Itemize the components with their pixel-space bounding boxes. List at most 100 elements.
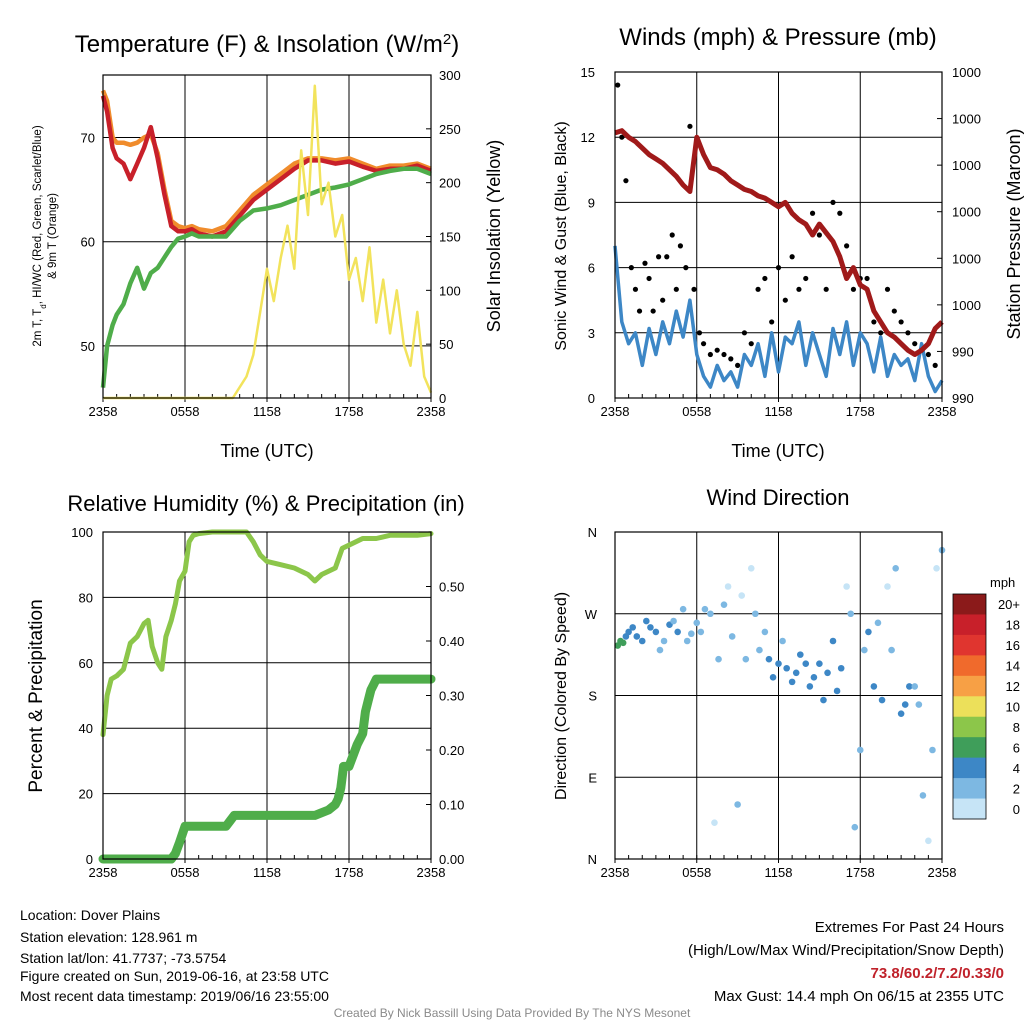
temp-series-line-3 [103,84,433,400]
colorbar-label: 16 [1006,638,1020,653]
wind-gust-point [728,356,734,362]
wind-gust-point [850,286,857,292]
rh-ytick-label: 100 [71,525,93,540]
colorbar-title: mph [990,575,1015,590]
rh-title: Relative Humidity (%) & Precipitation (i… [67,491,464,516]
wind-gust-point [741,330,748,336]
dir-point [724,583,732,590]
dir-ytick-label: N [588,525,597,540]
dir-frame [614,531,943,860]
wind-gust-point [823,286,829,292]
dir-point [643,617,650,625]
rh-y2tick-label: 0.40 [439,634,464,649]
dir-point [802,660,810,668]
dir-point [697,628,705,636]
wind-ylabel: Sonic Wind & Gust (Blue, Black) [553,121,570,350]
wind-gust-point [748,341,754,347]
rh-y2tick-label: 0.30 [439,689,464,704]
wind-y2tick-label: 990 [952,344,974,359]
wind-ytick-label: 12 [581,130,595,145]
dir-point [679,605,687,613]
extremes-subtitle: (High/Low/Max Wind/Precipitation/Snow De… [688,942,1004,959]
wind-y2tick-label: 1000 [952,298,981,313]
rh-xtick-label: 1158 [253,865,281,880]
wind-gust-point [696,330,703,336]
wind-gust-point [837,210,843,216]
colorbar-swatch [953,655,986,677]
colorbar-label: 0 [1013,802,1020,817]
temp-ylabel-line2: & 9m T (Orange) [47,193,59,279]
dir-point [711,819,718,826]
wind-y2tick-label: 1000 [952,158,981,173]
temp-xlabel: Time (UTC) [220,441,313,461]
dir-point [833,687,841,695]
dir-xtick-label: 1758 [846,865,875,880]
wind-xtick-label: 1158 [765,404,793,419]
wind-gust-point [796,286,802,292]
temp-y2tick-label: 100 [439,283,461,298]
wind-gust-point [664,254,670,260]
wind-xlabel: Time (UTC) [731,441,824,461]
colorbar-swatch [953,737,986,759]
wind-series-line-0 [613,245,944,394]
wind-gust-point [650,308,656,314]
dir-point [788,678,796,686]
colorbar-label: 18 [1006,618,1020,633]
wind-gust-point [646,275,652,282]
temp-y2label: Solar Insolation (Yellow) [484,140,504,332]
max-gust-text: Max Gust: 14.4 mph On 06/15 at 2355 UTC [713,988,1004,1005]
wind-frame [614,71,943,399]
wind-y2tick-label: 1000 [952,205,981,220]
dir-point [738,592,746,599]
temp-y2tick-label: 250 [439,122,461,137]
wind-gust-point [891,308,897,314]
dir-point [837,664,845,672]
dir-point [775,660,782,668]
wind-gust-point [789,254,795,260]
wind-gust-point [803,275,809,282]
rh-xtick-label: 1758 [335,865,364,880]
colorbar-swatch [953,798,986,820]
temp-ytick-label: 60 [81,235,95,250]
wind-gust-point [844,243,850,249]
wind-gust-point [782,297,788,303]
rh-xtick-label: 0558 [171,865,200,880]
dir-point [747,565,755,572]
dir-point [633,633,641,640]
dir-point [638,637,646,645]
temp-ytick-label: 70 [81,131,95,146]
dir-point [824,669,831,677]
dir-point [647,624,654,631]
colorbar-label: 2 [1013,781,1020,796]
wind-gust-point [669,232,675,238]
wind-gust-point [932,362,938,368]
wind-gust-point [707,351,713,358]
dir-point [783,664,790,672]
dir-point [851,823,859,831]
wind-y2tick-label: 990 [952,391,974,406]
wind-gust-point [632,286,639,292]
wind-gust-point [878,330,884,336]
dir-xtick-label: 0558 [682,865,711,880]
dir-point [901,701,909,708]
dir-point [720,601,728,608]
dir-point [816,660,823,668]
wind-gust-point [905,330,911,336]
dir-point [856,746,864,754]
wind-gust-point [755,286,761,292]
dir-point [734,801,741,808]
dir-point [742,655,750,663]
recent-text: Most recent data timestamp: 2019/06/16 2… [20,988,329,1004]
dir-point [906,683,913,690]
dir-point [874,619,882,627]
rh-xtick-label: 2358 [417,865,446,880]
wind-gust-point [898,319,904,325]
dir-point [625,628,632,636]
location-text: Location: Dover Plains [20,907,161,923]
dir-point [688,630,695,638]
temp-title: Temperature (F) & Insolation (W/m2) [75,31,459,59]
wind-gust-point [884,286,891,292]
colorbar-swatch [953,696,986,718]
wind-y2tick-label: 1000 [952,65,981,80]
rh-y2tick-label: 0.20 [439,743,464,758]
